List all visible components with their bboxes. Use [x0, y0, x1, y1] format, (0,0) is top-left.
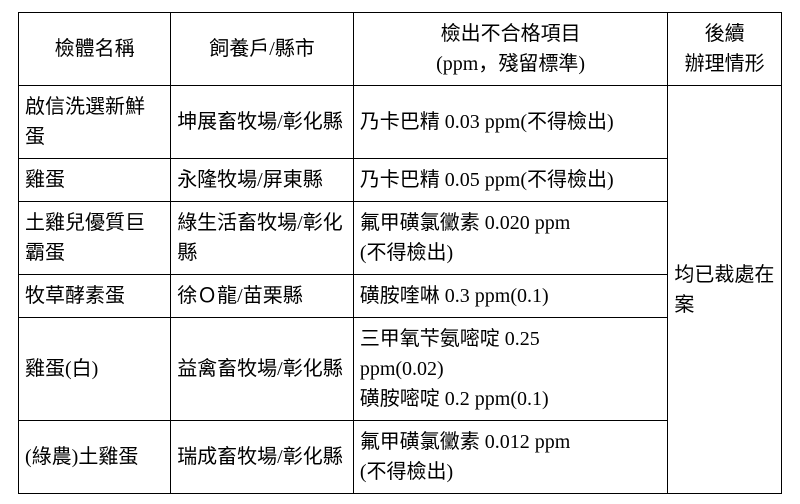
table-row: 雞蛋 永隆牧場/屏東縣 乃卡巴精 0.05 ppm(不得檢出)	[19, 159, 782, 202]
table-row: (綠農)土雞蛋 瑞成畜牧場/彰化縣 氟甲磺氯黴素 0.012 ppm(不得檢出)	[19, 421, 782, 494]
table-row: 啟信洗選新鮮蛋 坤展畜牧場/彰化縣 乃卡巴精 0.03 ppm(不得檢出) 均已…	[19, 86, 782, 159]
table-row: 雞蛋(白) 益禽畜牧場/彰化縣 三甲氧芐氨嘧啶 0.25ppm(0.02)磺胺嘧…	[19, 318, 782, 421]
col-failed-items: 檢出不合格項目(ppm，殘留標準)	[353, 13, 668, 86]
table-row: 牧草酵素蛋 徐Ｏ龍/苗栗縣 磺胺喹啉 0.3 ppm(0.1)	[19, 275, 782, 318]
table-row: 土雞兒優質巨霸蛋 綠生活畜牧場/彰化縣 氟甲磺氯黴素 0.020 ppm(不得檢…	[19, 202, 782, 275]
col-followup: 後續辦理情形	[668, 13, 782, 86]
cell-result: 乃卡巴精 0.03 ppm(不得檢出)	[353, 86, 668, 159]
cell-farm: 瑞成畜牧場/彰化縣	[171, 421, 354, 494]
cell-sample: 牧草酵素蛋	[19, 275, 171, 318]
cell-farm: 永隆牧場/屏東縣	[171, 159, 354, 202]
inspection-table: 檢體名稱 飼養戶/縣市 檢出不合格項目(ppm，殘留標準) 後續辦理情形 啟信洗…	[18, 12, 782, 494]
cell-result: 磺胺喹啉 0.3 ppm(0.1)	[353, 275, 668, 318]
cell-result: 三甲氧芐氨嘧啶 0.25ppm(0.02)磺胺嘧啶 0.2 ppm(0.1)	[353, 318, 668, 421]
cell-sample: (綠農)土雞蛋	[19, 421, 171, 494]
cell-sample: 雞蛋	[19, 159, 171, 202]
cell-result: 乃卡巴精 0.05 ppm(不得檢出)	[353, 159, 668, 202]
cell-sample: 啟信洗選新鮮蛋	[19, 86, 171, 159]
page-container: 檢體名稱 飼養戶/縣市 檢出不合格項目(ppm，殘留標準) 後續辦理情形 啟信洗…	[0, 0, 800, 504]
cell-followup: 均已裁處在案	[668, 86, 782, 494]
cell-farm: 坤展畜牧場/彰化縣	[171, 86, 354, 159]
cell-farm: 益禽畜牧場/彰化縣	[171, 318, 354, 421]
cell-result: 氟甲磺氯黴素 0.012 ppm(不得檢出)	[353, 421, 668, 494]
cell-sample: 土雞兒優質巨霸蛋	[19, 202, 171, 275]
cell-farm: 綠生活畜牧場/彰化縣	[171, 202, 354, 275]
table-header-row: 檢體名稱 飼養戶/縣市 檢出不合格項目(ppm，殘留標準) 後續辦理情形	[19, 13, 782, 86]
cell-result: 氟甲磺氯黴素 0.020 ppm(不得檢出)	[353, 202, 668, 275]
col-farm-county: 飼養戶/縣市	[171, 13, 354, 86]
col-sample-name: 檢體名稱	[19, 13, 171, 86]
cell-farm: 徐Ｏ龍/苗栗縣	[171, 275, 354, 318]
cell-sample: 雞蛋(白)	[19, 318, 171, 421]
